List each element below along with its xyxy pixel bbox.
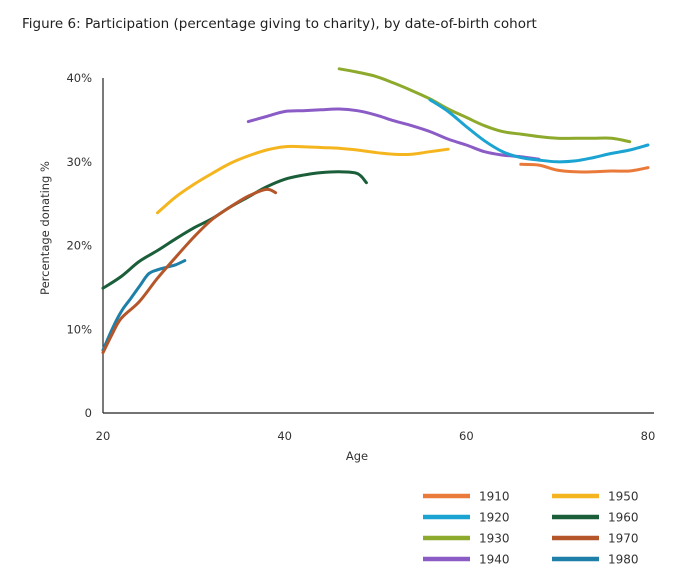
legend-label: 1950 bbox=[608, 490, 639, 504]
legend-label: 1940 bbox=[479, 553, 510, 567]
y-tick-label: 0 bbox=[85, 406, 92, 420]
x-tick-labels: 20 40 60 80 bbox=[96, 429, 656, 443]
y-tick-label: 40% bbox=[66, 71, 92, 85]
legend-label: 1980 bbox=[608, 553, 639, 567]
x-tick-label: 40 bbox=[277, 429, 292, 443]
series-line-1980 bbox=[101, 259, 187, 352]
legend-item-1970: 1970 bbox=[552, 532, 639, 546]
legend-label: 1930 bbox=[479, 532, 510, 546]
x-tick-label: 80 bbox=[641, 429, 656, 443]
legend-item-1920: 1920 bbox=[423, 511, 510, 525]
series-line-1940 bbox=[246, 107, 541, 161]
x-tick-label: 20 bbox=[96, 429, 111, 443]
legend-item-1980: 1980 bbox=[552, 553, 639, 567]
series-line-1960 bbox=[101, 170, 368, 290]
chart-title: Figure 6: Participation (percentage givi… bbox=[22, 16, 537, 32]
legend-label: 1970 bbox=[608, 532, 639, 546]
legend-item-1950: 1950 bbox=[552, 490, 639, 504]
y-tick-labels: 0 10% 20% 30% 40% bbox=[66, 71, 92, 420]
legend-label: 1960 bbox=[608, 511, 639, 525]
legend-label: 1910 bbox=[479, 490, 510, 504]
legend-item-1940: 1940 bbox=[423, 553, 510, 567]
series-line-1930 bbox=[337, 67, 632, 144]
legend-label: 1920 bbox=[479, 511, 510, 525]
y-tick-label: 20% bbox=[66, 239, 92, 253]
legend-item-1960: 1960 bbox=[552, 511, 639, 525]
series-line-1950 bbox=[156, 144, 450, 215]
y-axis-title: Percentage donating % bbox=[38, 161, 52, 295]
x-tick-label: 60 bbox=[459, 429, 474, 443]
y-tick-label: 10% bbox=[66, 322, 92, 336]
legend-item-1930: 1930 bbox=[423, 532, 510, 546]
y-tick-label: 30% bbox=[66, 155, 92, 169]
axes bbox=[102, 78, 654, 414]
series-lines bbox=[101, 67, 650, 355]
series-line-1970 bbox=[101, 187, 278, 355]
legend: 1910 1920 1930 1940 1950 1960 1970 1980 bbox=[423, 490, 639, 567]
legend-item-1910: 1910 bbox=[423, 490, 510, 504]
series-line-1920 bbox=[428, 98, 650, 164]
x-axis-title: Age bbox=[346, 449, 368, 463]
series-line-1910 bbox=[519, 162, 650, 174]
